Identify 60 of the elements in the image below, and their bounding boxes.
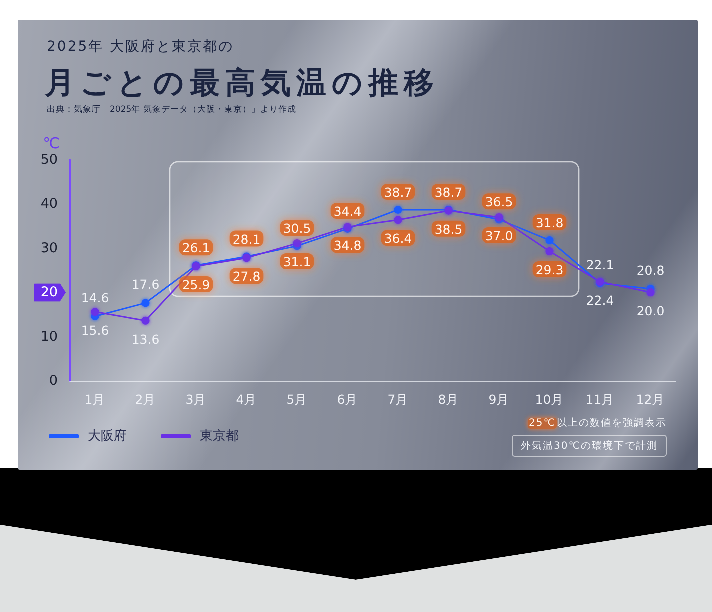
y-axis-title: ℃: [43, 134, 60, 152]
point: [546, 236, 554, 244]
point: [394, 206, 402, 214]
x-tick-label: 10月: [535, 392, 564, 407]
data-label: 36.4: [384, 231, 412, 246]
x-tick-label: 12月: [636, 392, 666, 407]
data-label: 17.6: [132, 277, 160, 292]
x-tick-label: 6月: [337, 392, 358, 407]
point: [646, 288, 655, 297]
data-label: 26.1: [182, 240, 210, 256]
point: [495, 213, 504, 222]
y-tick-label: 40: [40, 196, 58, 212]
x-tick-label: 3月: [186, 392, 207, 407]
legend-label: 大阪府: [88, 428, 127, 444]
y-tick-label: 50: [40, 152, 58, 168]
legend-label: 東京都: [200, 429, 239, 444]
data-label: 27.8: [232, 269, 261, 284]
point: [293, 240, 302, 248]
point: [91, 308, 100, 316]
data-label: 34.4: [334, 204, 362, 219]
data-label: 14.6: [81, 290, 110, 306]
data-label: 25.9: [182, 278, 210, 293]
x-tick-label: 2月: [135, 392, 156, 407]
data-label: 34.8: [334, 238, 362, 254]
y-tick-label: 10: [40, 328, 58, 345]
data-label: 38.5: [434, 222, 463, 237]
data-label: 30.5: [283, 221, 312, 236]
data-label: 28.1: [232, 232, 261, 247]
data-label: 36.5: [485, 194, 514, 210]
data-label: 13.6: [132, 332, 160, 347]
text: 外気温30℃の環境下で計測: [512, 435, 667, 457]
x-tick-label: 11月: [586, 392, 615, 407]
chart-title: 月ごとの最高気温の推移: [45, 65, 440, 103]
data-label: 37.0: [485, 228, 514, 244]
chart-subtitle: 2025年 大阪府と東京都の: [47, 38, 234, 56]
data-label: 31.1: [283, 254, 312, 270]
x-tick-label: 7月: [388, 392, 409, 407]
y-tick-label: 30: [40, 240, 58, 256]
y-tick-label: 0: [49, 373, 58, 389]
x-tick-label: 4月: [236, 392, 258, 407]
data-label: 31.8: [536, 215, 564, 230]
x-tick-label: 8月: [438, 392, 460, 407]
point: [394, 216, 402, 224]
data-label: 29.3: [536, 262, 564, 278]
point: [142, 316, 150, 325]
source-note: 出典：気象庁「2025年 気象データ（大阪・東京）」より作成: [47, 104, 296, 116]
point: [546, 247, 554, 256]
text: 25℃以上の数値を強調表示: [528, 418, 667, 429]
data-label: 20.0: [636, 304, 665, 319]
data-label: 22.4: [586, 292, 614, 308]
x-tick-label: 1月: [84, 392, 106, 407]
point: [142, 299, 150, 308]
data-label: 15.6: [81, 323, 110, 338]
data-label: 20.8: [636, 263, 665, 278]
y-tick-label: 20: [40, 284, 58, 301]
data-label: 22.1: [586, 257, 614, 272]
data-label: 38.7: [384, 184, 412, 200]
data-label: 38.7: [434, 184, 463, 200]
x-tick-label: 9月: [488, 392, 510, 407]
x-tick-label: 5月: [286, 392, 308, 407]
